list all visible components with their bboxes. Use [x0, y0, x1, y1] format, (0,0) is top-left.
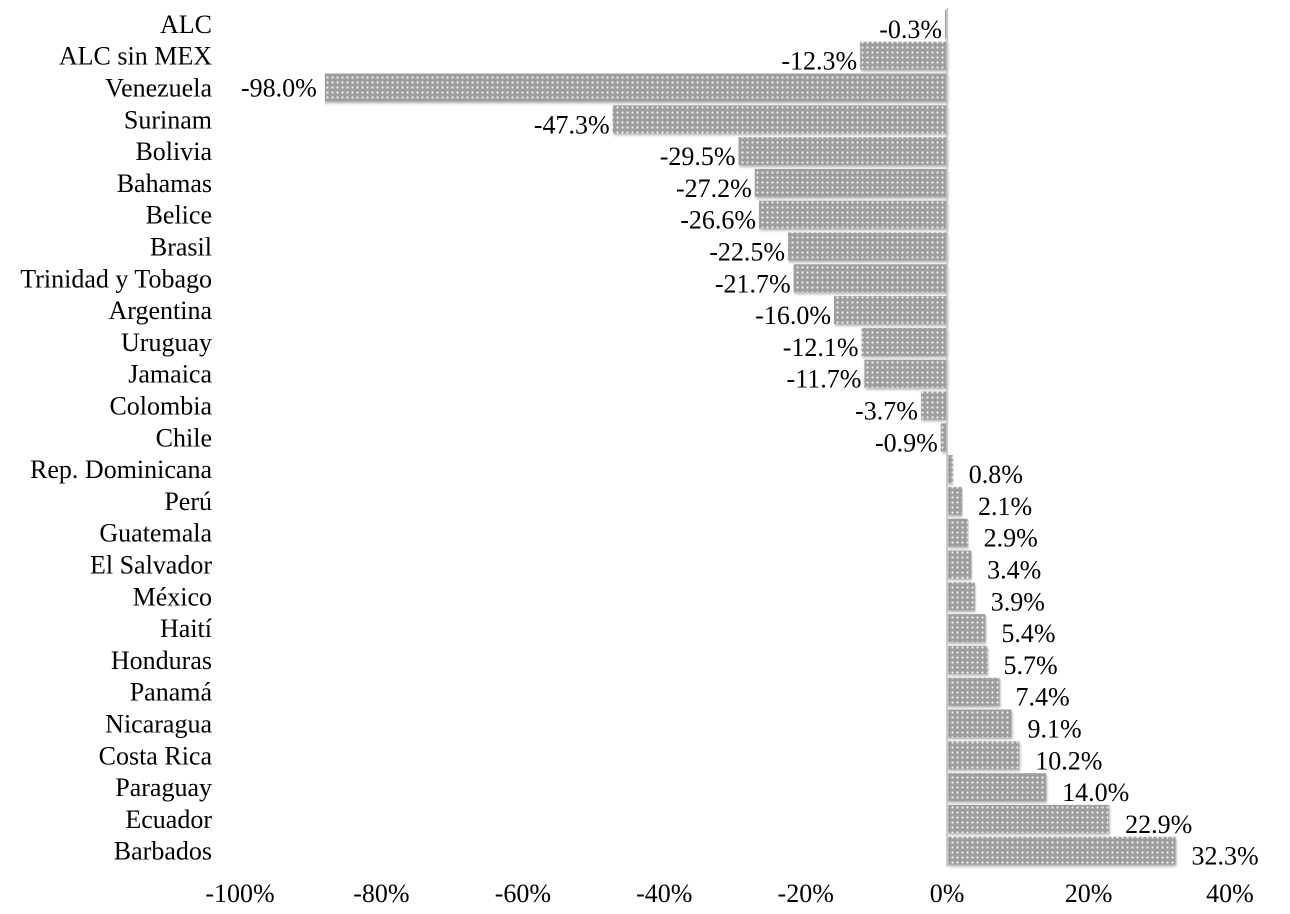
bar-22	[947, 709, 1012, 738]
value-label: -47.3%	[534, 110, 610, 139]
value-label: -12.1%	[783, 333, 859, 362]
x-tick-label: -60%	[495, 879, 551, 908]
bar-10	[861, 327, 948, 356]
category-label: Venezuela	[105, 74, 212, 103]
x-tick-label: -40%	[636, 879, 692, 908]
category-label: Haití	[160, 614, 212, 643]
category-label: Trinidad y Tobago	[20, 264, 212, 293]
category-label: ALC sin MEX	[59, 42, 212, 71]
value-label: -22.5%	[709, 238, 785, 267]
value-label: 32.3%	[1192, 842, 1259, 871]
bar-5	[754, 168, 948, 197]
x-tick-label: -100%	[205, 879, 274, 908]
x-tick-label: 20%	[1065, 879, 1113, 908]
value-label: -29.5%	[660, 142, 736, 171]
value-label: 3.4%	[987, 556, 1041, 585]
bar-4	[738, 137, 948, 166]
bar-16	[947, 518, 968, 547]
value-label: 5.7%	[1003, 651, 1057, 680]
bars-group	[254, 9, 1176, 865]
category-label: Chile	[156, 423, 212, 452]
category-label: Bolivia	[135, 137, 212, 166]
value-label: 2.9%	[984, 524, 1038, 553]
category-label: Barbados	[114, 837, 212, 866]
bar-24	[947, 773, 1047, 802]
category-label: Ecuador	[125, 805, 212, 834]
x-tick-label: 0%	[930, 879, 965, 908]
value-label: 3.9%	[991, 587, 1045, 616]
bar-1	[860, 41, 948, 70]
category-label: Honduras	[111, 646, 212, 675]
bar-19	[947, 614, 986, 643]
category-label: Brasil	[150, 233, 212, 262]
value-label: -21.7%	[715, 269, 791, 298]
bar-11	[864, 359, 948, 388]
value-label: -0.3%	[879, 15, 942, 44]
category-label: ALC	[160, 10, 212, 39]
value-labels-group: -0.3% -12.3% -98.0% -47.3% -29.5% -27.2% -26.6…	[209, 15, 1259, 871]
category-label: Colombia	[109, 392, 212, 421]
bar-0	[945, 9, 948, 38]
category-label: Rep. Dominicana	[30, 455, 212, 484]
value-label: 0.8%	[969, 460, 1023, 489]
value-label: 2.1%	[978, 492, 1032, 521]
category-label: Jamaica	[128, 360, 212, 389]
category-label: México	[133, 582, 212, 611]
bar-8	[793, 264, 948, 293]
value-label: 22.9%	[1125, 810, 1192, 839]
bar-21	[947, 677, 1000, 706]
category-label: Surinam	[124, 105, 212, 134]
bar-14	[947, 455, 953, 484]
category-label: Bahamas	[117, 169, 212, 198]
bar-23	[947, 741, 1020, 770]
category-label: Guatemala	[99, 519, 212, 548]
bar-20	[947, 645, 988, 674]
value-label-background	[209, 71, 325, 112]
bar-6	[759, 200, 948, 229]
bar-18	[947, 582, 975, 611]
bar-3	[612, 105, 948, 134]
value-label: 7.4%	[1015, 683, 1069, 712]
bar-15	[947, 486, 962, 515]
category-label: Costa Rica	[99, 741, 213, 770]
bar-9	[834, 296, 948, 325]
bar-2	[254, 73, 948, 102]
category-label: Perú	[164, 487, 212, 516]
value-label: 5.4%	[1001, 619, 1055, 648]
value-label: -26.6%	[680, 206, 756, 235]
category-label: Paraguay	[115, 773, 212, 802]
value-label: -98.0%	[241, 74, 317, 103]
category-label: Nicaragua	[105, 710, 212, 739]
category-label: Panamá	[130, 678, 213, 707]
value-label: 10.2%	[1035, 746, 1102, 775]
value-label: 14.0%	[1062, 778, 1129, 807]
bar-25	[947, 804, 1110, 833]
bar-13	[940, 423, 948, 452]
value-label: -12.3%	[781, 47, 857, 76]
category-label: Belice	[146, 201, 212, 230]
x-tick-labels-group: -100% -80% -60% -40% -20% 0% 20% 40%	[205, 879, 1254, 908]
value-label: -11.7%	[787, 365, 862, 394]
bar-26	[947, 836, 1176, 865]
value-label: -3.7%	[855, 397, 918, 426]
category-label: Uruguay	[121, 328, 212, 357]
x-tick-label: -20%	[778, 879, 834, 908]
category-label: Argentina	[109, 296, 213, 325]
value-label: -27.2%	[676, 174, 752, 203]
bar-12	[920, 391, 948, 420]
x-tick-label: -80%	[353, 879, 409, 908]
bar-7	[788, 232, 948, 261]
value-label: -16.0%	[755, 301, 831, 330]
x-tick-label: 40%	[1206, 879, 1254, 908]
bar-17	[947, 550, 972, 579]
value-label: 9.1%	[1027, 715, 1081, 744]
value-label: -0.9%	[875, 428, 938, 457]
category-label: El Salvador	[90, 551, 212, 580]
